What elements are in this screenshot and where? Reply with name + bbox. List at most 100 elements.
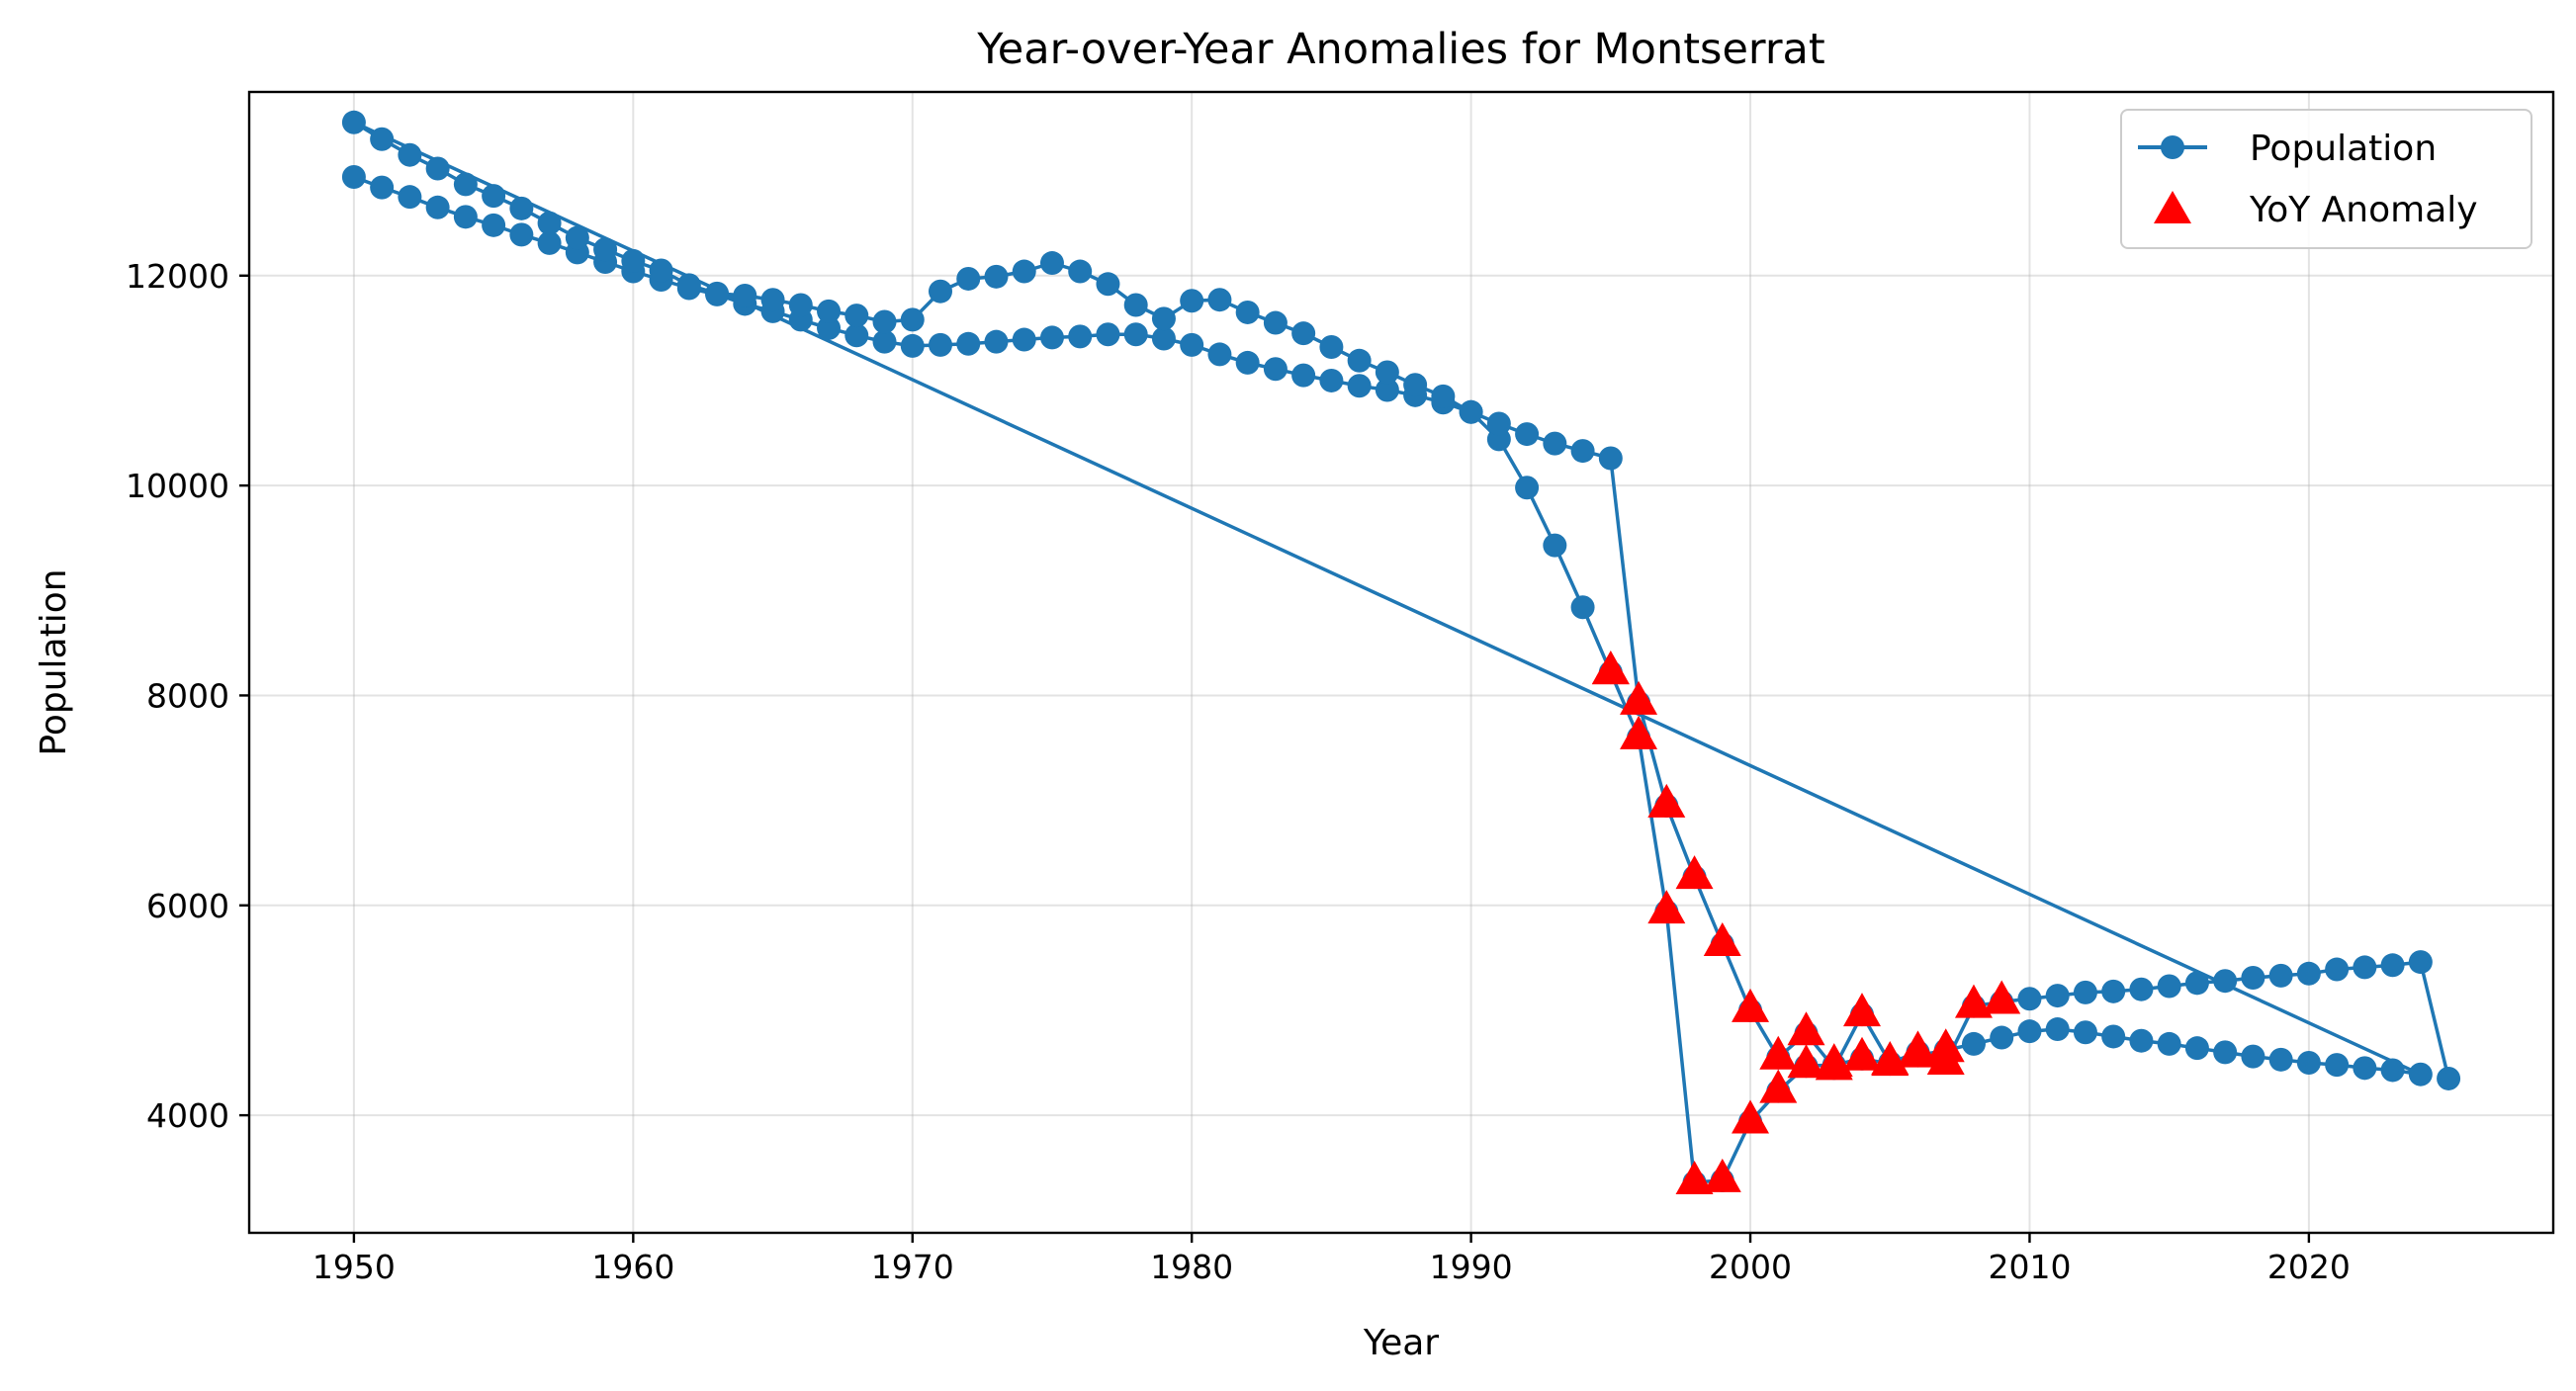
yoy-anomaly-marker [1732, 1099, 1770, 1134]
population-point [676, 273, 701, 298]
yoy-anomaly-marker [1899, 1030, 1937, 1065]
population-point [2437, 1066, 2461, 1090]
population-point [1486, 411, 1511, 436]
yoy-anomaly-marker [1954, 984, 1993, 1018]
y-tick-label: 12000 [126, 257, 229, 296]
population-point [1375, 378, 1399, 402]
population-point [453, 172, 478, 197]
yoy-anomaly-marker [1759, 1069, 1798, 1103]
x-tick-label: 1960 [591, 1248, 674, 1286]
population-point [844, 304, 869, 328]
population-point [482, 213, 506, 237]
population-point [1403, 373, 1428, 397]
population-point [537, 211, 562, 235]
population-point [1012, 327, 1036, 352]
yoy-anomaly-marker [1983, 980, 2021, 1014]
yoy-anomaly-marker [1926, 1041, 1965, 1076]
population-point [788, 293, 813, 317]
population-point [565, 225, 589, 250]
population-point [398, 185, 422, 210]
population-point [453, 205, 478, 229]
x-tick-label: 1950 [312, 1248, 396, 1286]
population-point [2101, 1024, 2126, 1049]
axis-ticks: 1950 1960 1970 1980 1990 2000 2010 2020 4000 6000… [126, 257, 2351, 1286]
population-point [1291, 363, 1316, 388]
population-point [1347, 374, 1372, 398]
x-tick-label: 2000 [1709, 1248, 1792, 1286]
yoy-anomaly-marker [1591, 651, 1630, 685]
yoy-anomaly-marker [1871, 1041, 1910, 1076]
population-point [733, 283, 757, 307]
yoy-anomaly-marker [1787, 1011, 1825, 1046]
population-point [2045, 984, 2070, 1008]
population-point [370, 175, 395, 200]
population-point [956, 266, 981, 291]
population-point [341, 110, 366, 134]
population-point [1123, 293, 1148, 317]
series-layer [341, 110, 2461, 1195]
population-point [2353, 955, 2377, 980]
population-point [2017, 1019, 2042, 1044]
population-point [509, 222, 534, 247]
x-tick-label: 2010 [1988, 1248, 2071, 1286]
population-point [760, 288, 785, 312]
population-point [2101, 979, 2126, 1003]
population-point [2241, 1044, 2265, 1069]
x-tick-label: 1990 [1430, 1248, 1513, 1286]
population-point [1990, 1025, 2014, 1050]
population-point [2045, 1017, 2070, 1042]
population-point [1207, 288, 1232, 312]
population-point [1515, 476, 1540, 500]
population-point [2017, 987, 2042, 1011]
yoy-anomaly-marker [1815, 1046, 1853, 1081]
population-point [1068, 324, 1093, 349]
population-point [2408, 950, 2433, 975]
population-point [425, 195, 450, 219]
population-point [341, 164, 366, 189]
population-point [398, 142, 422, 167]
population-point [984, 264, 1009, 289]
population-point [1961, 1031, 1986, 1056]
population-point [2380, 1058, 2405, 1083]
population-point [1291, 321, 1316, 346]
yoy-anomaly-marker [1843, 1036, 1881, 1071]
yoy-anomaly-marker [1620, 680, 1658, 715]
population-point [370, 127, 395, 151]
grid-lines [249, 92, 2553, 1233]
population-point [2157, 974, 2181, 999]
population-point [872, 329, 897, 354]
population-point [1543, 533, 1567, 558]
population-point [900, 307, 925, 332]
population-point [1459, 399, 1483, 424]
yoy-anomaly-marker [1675, 855, 1714, 890]
population-point [1263, 310, 1288, 335]
population-point [872, 309, 897, 334]
population-point [2325, 1053, 2350, 1078]
population-point [1123, 322, 1148, 347]
population-point [2241, 966, 2265, 991]
population-point [2380, 953, 2405, 978]
population-point [425, 156, 450, 181]
yoy-anomaly-marker [1759, 1035, 1798, 1070]
population-point [1151, 306, 1176, 331]
plot-frame [247, 90, 2555, 1235]
population-point [2157, 1031, 2181, 1056]
population-point [1515, 422, 1540, 447]
y-tick-label: 10000 [126, 467, 229, 505]
y-axis-title: Population [34, 568, 74, 755]
population-point [2268, 1047, 2293, 1072]
legend-box [2120, 109, 2532, 249]
population-point [817, 299, 842, 323]
population-point [2296, 961, 2321, 986]
x-tick-label: 1980 [1150, 1248, 1233, 1286]
population-point [509, 196, 534, 220]
x-tick-label: 2020 [2267, 1248, 2351, 1286]
population-point [2184, 1036, 2209, 1061]
population-point [956, 331, 981, 356]
yoy-anomaly-marker [1647, 890, 1686, 924]
yoy-anomaly-marker [1843, 993, 1881, 1027]
population-point [1096, 322, 1120, 347]
chart-title: Year-over-Year Anomalies for Montserrat [976, 25, 1824, 74]
population-point [2073, 1020, 2097, 1045]
population-point [1431, 384, 1456, 408]
